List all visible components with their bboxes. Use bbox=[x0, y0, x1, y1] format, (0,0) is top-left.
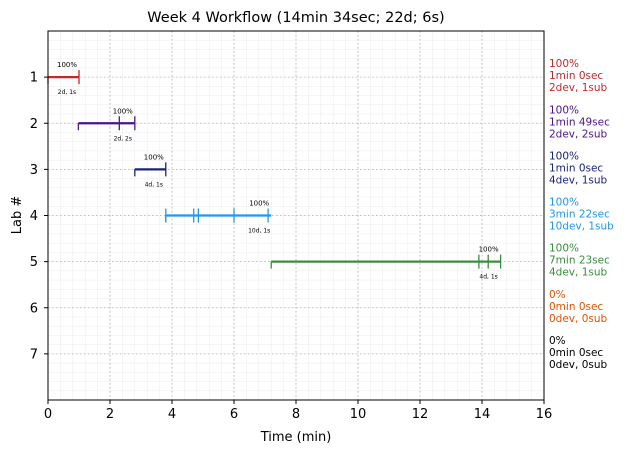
lab-lanes: 100% 2d, 1s 100% 2d, 2s 100% 4d, 1s 100% 10d, 1… bbox=[47, 61, 502, 281]
x-tick-label: 6 bbox=[230, 407, 238, 422]
lab-3-count-label: 4d, 1s bbox=[145, 181, 163, 188]
x-axis-label: Time (min) bbox=[260, 430, 332, 445]
lab-2-summary-line: 2dev, 2sub bbox=[549, 128, 608, 140]
lab-4-summary-line: 3min 22sec bbox=[549, 209, 610, 221]
lab-2-summary-line: 100% bbox=[549, 104, 579, 116]
x-tick-label: 4 bbox=[168, 407, 176, 422]
y-tick-label: 1 bbox=[30, 71, 38, 86]
x-tick-label: 14 bbox=[474, 407, 491, 422]
lab-2-count-label: 2d, 2s bbox=[114, 135, 132, 142]
lab-6-summary-line: 0% bbox=[549, 289, 566, 301]
lab-6-summary-line: 0min 0sec bbox=[549, 301, 603, 313]
y-tick-label: 4 bbox=[30, 209, 38, 224]
x-tick-label: 0 bbox=[44, 407, 52, 422]
y-tick-label: 2 bbox=[30, 117, 38, 132]
lab-4-count-label: 10d, 1s bbox=[248, 228, 270, 235]
lab-4-summary-line: 10dev, 1sub bbox=[549, 221, 614, 233]
y-axis-label: Lab # bbox=[10, 196, 25, 235]
lab-5-summary-line: 100% bbox=[549, 243, 579, 255]
y-tick-label: 5 bbox=[30, 255, 38, 270]
lab-5-summary-line: 4dev, 1sub bbox=[549, 267, 608, 279]
y-tick-label: 6 bbox=[30, 301, 38, 316]
x-tick-label: 12 bbox=[412, 407, 429, 422]
lab-1-pct-label: 100% bbox=[57, 61, 77, 69]
lab-1-summary-line: 2dev, 1sub bbox=[549, 82, 608, 94]
y-tick-label: 3 bbox=[30, 163, 38, 178]
lab-5-pct-label: 100% bbox=[479, 246, 499, 254]
lab-1-count-label: 2d, 1s bbox=[58, 89, 76, 96]
lab-7-summary-line: 0min 0sec bbox=[549, 347, 603, 359]
lab-3-summary-line: 100% bbox=[549, 150, 579, 162]
x-tick-label: 2 bbox=[106, 407, 114, 422]
chart-title: Week 4 Workflow (14min 34sec; 22d; 6s) bbox=[147, 10, 444, 26]
lab-3-pct-label: 100% bbox=[144, 153, 164, 161]
y-axis: 1 2 3 4 5 6 7 bbox=[30, 71, 48, 362]
x-axis: 0 2 4 6 8 10 12 14 16 bbox=[44, 400, 552, 422]
lab-2-summary-line: 1min 49sec bbox=[549, 116, 610, 128]
lab-7-summary-line: 0dev, 0sub bbox=[549, 359, 608, 371]
lab-5-summary-line: 7min 23sec bbox=[549, 255, 610, 267]
lab-4-pct-label: 100% bbox=[249, 200, 269, 208]
lab-4-summary-line: 100% bbox=[549, 197, 579, 209]
lab-5-count-label: 4d, 1s bbox=[479, 274, 497, 281]
lab-7-summary-line: 0% bbox=[549, 335, 566, 347]
lab-1-summary-line: 100% bbox=[549, 58, 579, 70]
x-tick-label: 10 bbox=[350, 407, 367, 422]
x-tick-label: 8 bbox=[292, 407, 300, 422]
lab-1-summary-line: 1min 0sec bbox=[549, 70, 603, 82]
lab-3-summary-line: 4dev, 1sub bbox=[549, 174, 608, 186]
y-tick-label: 7 bbox=[30, 347, 38, 362]
lab-6-summary-line: 0dev, 0sub bbox=[549, 313, 608, 325]
x-tick-label: 16 bbox=[536, 407, 553, 422]
lab-2-pct-label: 100% bbox=[113, 107, 133, 115]
lab-3-summary-line: 1min 0sec bbox=[549, 162, 603, 174]
